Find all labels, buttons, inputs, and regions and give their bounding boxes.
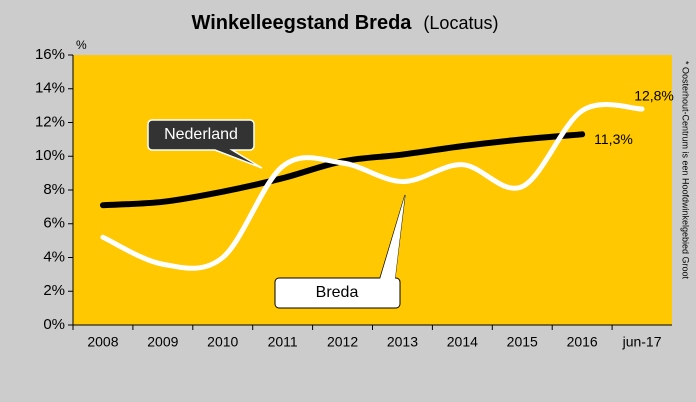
data-label: 11,3%	[594, 131, 633, 147]
y-tick-label: 12%	[35, 113, 65, 130]
title: Winkelleegstand Breda	[192, 12, 413, 34]
y-tick-label: 2%	[43, 282, 65, 299]
y-tick-label: 14%	[35, 80, 65, 97]
y-tick-label: 6%	[43, 215, 65, 232]
x-tick-label: 2010	[207, 334, 238, 350]
y-tick-label: 0%	[43, 316, 65, 333]
x-tick-label: 2008	[87, 334, 118, 350]
x-tick-label: 2015	[507, 334, 538, 350]
x-tick-label: 2012	[327, 334, 358, 350]
callout-fill	[380, 195, 405, 279]
x-tick-label: 2013	[387, 334, 418, 350]
x-tick-label: 2009	[147, 334, 178, 350]
legend-label: Nederland	[164, 126, 238, 143]
x-tick-label: 2016	[567, 334, 598, 350]
y-axis-label: %	[76, 38, 87, 52]
y-tick-label: 10%	[35, 147, 65, 164]
callout	[147, 119, 263, 169]
legend-item: Breda	[274, 194, 406, 309]
data-label: 12,8%	[634, 88, 674, 104]
line	[100, 102, 645, 271]
legend-item: Nederland	[147, 119, 263, 169]
y-tick-label: 16%	[35, 46, 65, 63]
legend-label: Breda	[316, 284, 359, 301]
chart-title: Winkelleegstand Breda (Locatus)	[192, 12, 499, 34]
y-tick-label: 4%	[43, 248, 65, 265]
x-tick-label: 2014	[447, 334, 478, 350]
note: * Oosterhout-Centrum is een Hoofdwinkelg…	[681, 61, 691, 280]
x-tick-label: jun-17	[622, 334, 662, 350]
subtitle: (Locatus)	[423, 13, 498, 33]
y-tick-label: 8%	[43, 181, 65, 198]
x-tick-label: 2011	[268, 334, 298, 350]
